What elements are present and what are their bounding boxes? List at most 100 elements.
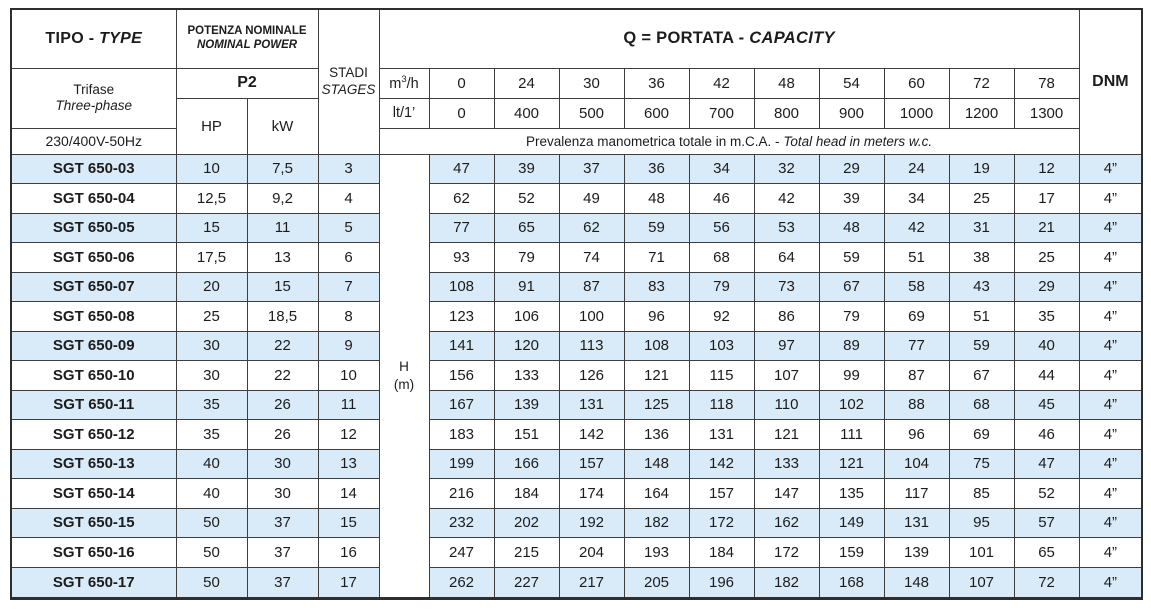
head-value-cell: 103	[688, 330, 755, 362]
prevalenza-label: Prevalenza manometrica totale in m.C.A. …	[525, 133, 784, 149]
head-value-cell: 77	[883, 330, 950, 362]
head-value-cell: 65	[493, 212, 560, 244]
kw-cell: 9,2	[246, 183, 319, 214]
head-value-cell: 59	[623, 212, 690, 244]
stages-label: STAGES	[321, 81, 376, 97]
head-value-cell: 79	[688, 271, 755, 303]
head-value-cell: 67	[818, 271, 885, 303]
head-value-cell: 62	[428, 183, 495, 214]
stages-cell: 4	[317, 183, 380, 214]
head-value-cell: 148	[883, 566, 950, 600]
head-value-cell: 184	[493, 478, 560, 509]
head-value-cell: 131	[558, 389, 625, 421]
kw-cell: 15	[246, 271, 319, 303]
head-value-cell: 87	[558, 271, 625, 303]
head-value-cell: 107	[753, 360, 820, 391]
head-value-cell: 147	[753, 478, 820, 509]
head-value-cell: 106	[493, 301, 560, 332]
head-value-cell: 196	[688, 566, 755, 600]
head-value-cell: 120	[493, 330, 560, 362]
three-phase-header: Trifase Three-phase	[10, 67, 177, 129]
head-value-cell: 62	[558, 212, 625, 244]
head-value-cell: 133	[753, 448, 820, 480]
portata-label: Q = PORTATA -	[623, 29, 750, 48]
hp-cell: 35	[175, 389, 248, 421]
head-value-cell: 148	[623, 448, 690, 480]
head-value-cell: 100	[558, 301, 625, 332]
head-value-cell: 142	[688, 448, 755, 480]
dnm-cell: 4”	[1078, 448, 1143, 480]
table-row: SGT 650-15 50 37 15 232 202 192 182 172 162 149 131…	[10, 507, 1143, 539]
head-value-cell: 59	[818, 242, 885, 273]
dnm-cell: 4”	[1078, 389, 1143, 421]
kw-cell: 22	[246, 330, 319, 362]
potenza-nominale-label: POTENZA NOMINALE	[187, 25, 307, 38]
head-value-cell: 108	[428, 271, 495, 303]
dnm-cell: 4”	[1078, 566, 1143, 600]
head-value-cell: 113	[558, 330, 625, 362]
stages-cell: 6	[317, 242, 380, 273]
dnm-cell: 4”	[1078, 537, 1143, 568]
capacity-lt-cell: 1200	[948, 97, 1015, 129]
capacity-lt-cell: 500	[558, 97, 625, 129]
head-value-cell: 87	[883, 360, 950, 391]
head-value-cell: 167	[428, 389, 495, 421]
stages-cell: 13	[317, 448, 380, 480]
capacity-m3h-cell: 54	[818, 67, 885, 99]
nominal-power-header: POTENZA NOMINALE NOMINAL POWER	[175, 8, 319, 69]
head-value-cell: 59	[948, 330, 1015, 362]
hp-header: HP	[175, 97, 248, 155]
head-value-cell: 136	[623, 419, 690, 450]
head-value-cell: 139	[883, 537, 950, 568]
table-row: SGT 650-04 12,5 9,2 4 62 52 49 48 46 42 39 34 25 17 4”	[10, 183, 1143, 214]
dnm-cell: 4”	[1078, 360, 1143, 391]
head-value-cell: 159	[818, 537, 885, 568]
trifase-label: Trifase	[73, 81, 115, 97]
head-value-cell: 96	[883, 419, 950, 450]
head-value-cell: 172	[753, 537, 820, 568]
head-value-cell: 156	[428, 360, 495, 391]
stages-cell: 9	[317, 330, 380, 362]
head-value-cell: 68	[948, 389, 1015, 421]
head-value-cell: 108	[623, 330, 690, 362]
table-row: SGT 650-06 17,5 13 6 93 79 74 71 68 64 59 51 38 25 4”	[10, 242, 1143, 273]
head-value-cell: 126	[558, 360, 625, 391]
head-value-cell: 46	[1013, 419, 1080, 450]
dnm-cell: 4”	[1078, 507, 1143, 539]
head-value-cell: 141	[428, 330, 495, 362]
model-cell: SGT 650-04	[10, 183, 177, 214]
kw-cell: 18,5	[246, 301, 319, 332]
head-value-cell: 65	[1013, 537, 1080, 568]
dnm-cell: 4”	[1078, 301, 1143, 332]
head-value-cell: 172	[688, 507, 755, 539]
head-value-cell: 57	[1013, 507, 1080, 539]
head-value-cell: 64	[753, 242, 820, 273]
h-label-line1: H	[399, 359, 409, 375]
hp-cell: 20	[175, 271, 248, 303]
type-label: TYPE	[99, 29, 143, 47]
head-value-cell: 202	[493, 507, 560, 539]
head-value-cell: 93	[428, 242, 495, 273]
head-value-cell: 67	[948, 360, 1015, 391]
head-value-cell: 97	[753, 330, 820, 362]
head-value-cell: 199	[428, 448, 495, 480]
table-row: SGT 650-12 35 26 12 183 151 142 136 131 121 111 96 6…	[10, 419, 1143, 450]
capacity-m3h-cell: 24	[493, 67, 560, 99]
head-value-cell: 83	[623, 271, 690, 303]
stages-cell: 17	[317, 566, 380, 600]
capacity-m3h-cell: 42	[688, 67, 755, 99]
kw-cell: 30	[246, 478, 319, 509]
head-value-cell: 46	[688, 183, 755, 214]
capacity-m3h-cell: 36	[623, 67, 690, 99]
voltage-label: 230/400V-50Hz	[10, 127, 177, 155]
head-value-cell: 77	[428, 212, 495, 244]
capacity-lt-cell: 1300	[1013, 97, 1080, 129]
three-phase-label: Three-phase	[55, 98, 133, 113]
head-value-cell: 115	[688, 360, 755, 391]
head-value-cell: 31	[948, 212, 1015, 244]
head-value-cell: 37	[558, 153, 625, 185]
dnm-cell: 4”	[1078, 242, 1143, 273]
table-row: SGT 650-17 50 37 17 262 227 217 205 196 182 168 148…	[10, 566, 1143, 600]
capacity-lt-cell: 0	[428, 97, 495, 129]
